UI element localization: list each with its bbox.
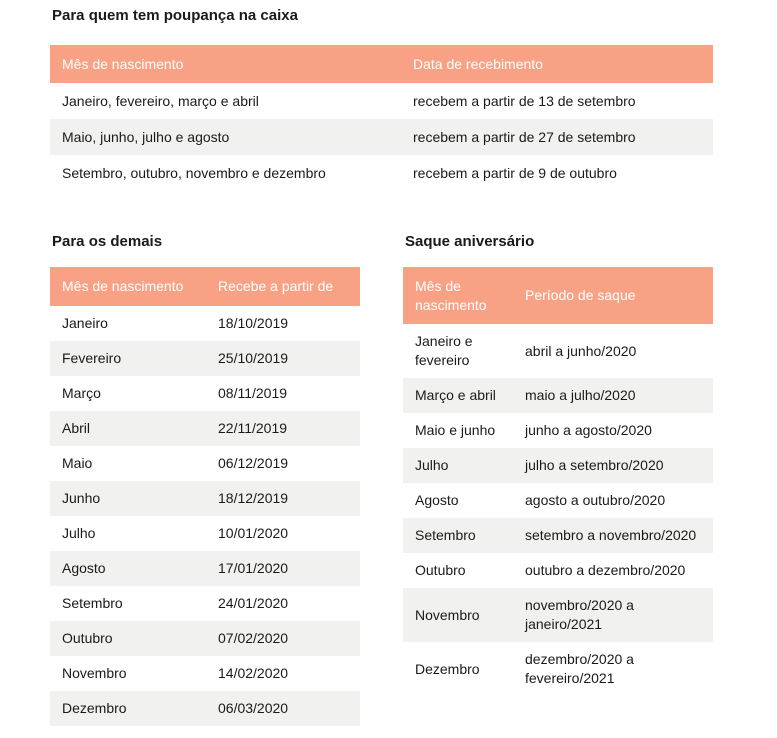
value-cell: 18/12/2019 (218, 490, 289, 506)
month-cell: Junho (62, 490, 101, 506)
value-cell: 06/03/2020 (218, 700, 289, 716)
value-cell: 25/10/2019 (218, 350, 289, 366)
table-row: Setembro, outubro, novembro e dezembro re… (50, 155, 713, 191)
column-header: Mês de nascimento (415, 277, 487, 313)
month-cell: Agosto (62, 560, 106, 576)
table-row: Julho 10/01/2020 (50, 516, 360, 551)
column-header: Recebe a partir de (218, 278, 334, 294)
value-cell: maio a julho/2020 (525, 387, 636, 403)
table-aniversario: Mês de nascimento Período de saque Janeiro… (403, 267, 713, 696)
value-cell: recebem a partir de 13 de setembro (413, 92, 636, 109)
value-cell: outubro a dezembro/2020 (525, 562, 686, 578)
table-row: Novembro 14/02/2020 (50, 656, 360, 691)
value-cell: setembro a novembro/2020 (525, 527, 697, 543)
value-cell: recebem a partir de 27 de setembro (413, 128, 636, 145)
table-row: Novembro novembro/2020 a janeiro/2021 (403, 588, 713, 642)
value-cell: 14/02/2020 (218, 665, 289, 681)
month-cell: Julho (415, 457, 449, 473)
table-row: Setembro setembro a novembro/2020 (403, 518, 713, 553)
table-row: Outubro outubro a dezembro/2020 (403, 553, 713, 588)
value-cell: 22/11/2019 (218, 420, 288, 436)
table-row: Maio e junho junho a agosto/2020 (403, 413, 713, 448)
month-cell: Janeiro (62, 315, 108, 331)
value-cell: 10/01/2020 (218, 525, 289, 541)
table-row: Janeiro, fevereiro, março e abril recebem… (50, 83, 713, 119)
value-cell: junho a agosto/2020 (525, 422, 652, 438)
month-cell: Abril (62, 420, 91, 436)
month-cell: Dezembro (62, 700, 127, 716)
month-cell: Setembro (62, 595, 123, 611)
value-cell: agosto a outubro/2020 (525, 492, 666, 508)
month-cell: Janeiro e fevereiro (415, 333, 473, 368)
value-cell: 17/01/2020 (218, 560, 289, 576)
month-cell: Fevereiro (62, 350, 122, 366)
value-cell: julho a setembro/2020 (525, 457, 664, 473)
table-row: Setembro 24/01/2020 (50, 586, 360, 621)
month-cell: Dezembro (415, 660, 480, 677)
month-cell: Outubro (62, 630, 113, 646)
month-cell: Setembro, outubro, novembro e dezembro (62, 164, 326, 181)
section-title-aniversario: Saque aniversário (405, 233, 535, 250)
month-cell: Maio (62, 455, 93, 471)
value-cell: 08/11/2019 (218, 385, 288, 401)
month-cell: Outubro (415, 562, 466, 578)
column-header: Mês de nascimento (62, 55, 184, 72)
column-header: Período de saque (525, 287, 636, 303)
table-header-row: Mês de nascimento Período de saque (403, 267, 713, 324)
section-aniversario: Saque aniversário Mês de nascimento Perío… (403, 232, 713, 726)
value-cell: 07/02/2020 (218, 630, 289, 646)
month-cell: Maio, junho, julho e agosto (62, 128, 230, 145)
value-cell: 06/12/2019 (218, 455, 289, 471)
table-row: Abril 22/11/2019 (50, 411, 360, 446)
table-row: Junho 18/12/2019 (50, 481, 360, 516)
section-poupanca: Para quem tem poupança na caixa Mês de n… (50, 6, 763, 191)
value-cell: dezembro/2020 a fevereiro/2021 (525, 651, 634, 686)
table-row: Agosto agosto a outubro/2020 (403, 483, 713, 518)
month-cell: Março e abril (415, 387, 496, 403)
table-row: Dezembro 06/03/2020 (50, 691, 360, 726)
table-row: Outubro 07/02/2020 (50, 621, 360, 656)
section-bottom: Para os demais Mês de nascimento Recebe a… (50, 232, 763, 726)
value-cell: 24/01/2020 (218, 595, 289, 611)
table-row: Julho julho a setembro/2020 (403, 448, 713, 483)
table-row: Dezembro dezembro/2020 a fevereiro/2021 (403, 642, 713, 696)
value-cell: abril a junho/2020 (525, 342, 637, 359)
section-title-demais: Para os demais (52, 233, 163, 250)
table-row: Fevereiro 25/10/2019 (50, 341, 360, 376)
table-row: Agosto 17/01/2020 (50, 551, 360, 586)
month-cell: Novembro (415, 606, 480, 623)
value-cell: novembro/2020 a janeiro/2021 (525, 597, 634, 632)
table-demais: Mês de nascimento Recebe a partir de Janei… (50, 267, 360, 726)
month-cell: Novembro (62, 665, 127, 681)
table-row: Maio, junho, julho e agosto recebem a par… (50, 119, 713, 155)
table-row: Maio 06/12/2019 (50, 446, 360, 481)
column-header: Mês de nascimento (62, 278, 184, 294)
column-header: Data de recebimento (413, 55, 543, 72)
table-header-row: Mês de nascimento Data de recebimento (50, 45, 713, 83)
section-title-poupanca: Para quem tem poupança na caixa (52, 7, 298, 24)
value-cell: recebem a partir de 9 de outubro (413, 164, 617, 181)
month-cell: Agosto (415, 492, 459, 508)
table-row: Março e abril maio a julho/2020 (403, 378, 713, 413)
table-poupanca: Mês de nascimento Data de recebimento Jane… (50, 45, 713, 191)
month-cell: Março (62, 385, 101, 401)
table-header-row: Mês de nascimento Recebe a partir de (50, 267, 360, 306)
month-cell: Maio e junho (415, 422, 496, 438)
month-cell: Julho (62, 525, 96, 541)
table-row: Janeiro e fevereiro abril a junho/2020 (403, 324, 713, 378)
value-cell: 18/10/2019 (218, 315, 289, 331)
month-cell: Janeiro, fevereiro, março e abril (62, 92, 259, 109)
table-row: Março 08/11/2019 (50, 376, 360, 411)
section-demais: Para os demais Mês de nascimento Recebe a… (50, 232, 360, 726)
month-cell: Setembro (415, 527, 476, 543)
table-row: Janeiro 18/10/2019 (50, 306, 360, 341)
